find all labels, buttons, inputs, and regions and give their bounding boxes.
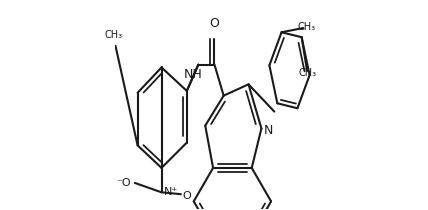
Text: CH₃: CH₃ <box>298 68 316 78</box>
Text: ⁻O: ⁻O <box>116 178 131 188</box>
Text: N⁺: N⁺ <box>163 187 178 197</box>
Text: O: O <box>210 17 220 30</box>
Text: CH₃: CH₃ <box>104 30 123 40</box>
Text: O: O <box>183 191 191 201</box>
Text: CH₃: CH₃ <box>297 22 315 33</box>
Text: NH: NH <box>184 68 203 81</box>
Text: N: N <box>264 124 273 137</box>
